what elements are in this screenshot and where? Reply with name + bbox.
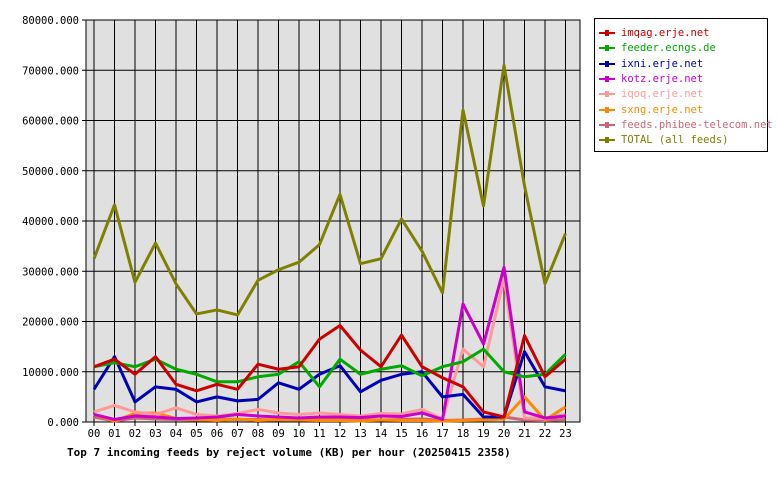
- y-axis: 0.000 10000.000 20000.000 30000.000 40000.00…: [22, 15, 86, 429]
- y-tick-label: 10000.000: [22, 367, 79, 379]
- x-tick-label: 12: [334, 428, 347, 440]
- legend-item: feeds.phibee-telecom.net: [599, 118, 773, 132]
- y-tick-label: 20000.000: [22, 317, 79, 329]
- series-lines: [92, 63, 567, 423]
- legend-label: ixni.erje.net: [621, 57, 704, 70]
- legend-item: feeder.ecngs.de: [599, 41, 716, 55]
- legend-swatch: [599, 75, 615, 82]
- legend-swatch: [599, 30, 615, 36]
- series-line-imqag-erje-net: [93, 324, 567, 419]
- legend-swatch: [599, 60, 615, 67]
- x-tick-label: 10: [293, 428, 306, 440]
- series-line-feeder-ecngs-de: [93, 347, 567, 389]
- legend-label: feeds.phibee-telecom.net: [621, 118, 773, 131]
- y-tick-label: 60000.000: [22, 116, 79, 128]
- legend: imqag.erje.net feeder.ecngs.de ixni.erje.n…: [594, 18, 773, 152]
- x-tick-label: 02: [129, 428, 142, 440]
- x-tick-label: 06: [211, 428, 224, 440]
- legend-label: feeder.ecngs.de: [621, 42, 716, 55]
- x-tick-label: 11: [313, 428, 326, 440]
- legend-swatch: [599, 106, 615, 113]
- series-line-kotz-erje-net: [93, 265, 566, 421]
- legend-item: imqag.erje.net: [599, 26, 710, 40]
- legend-item: TOTAL (all feeds): [599, 133, 728, 147]
- grid-lines: [86, 19, 580, 423]
- x-tick-label: 23: [559, 428, 572, 440]
- x-tick-label: 16: [416, 428, 429, 440]
- legend-swatch: [599, 91, 615, 98]
- legend-label: sxng.erje.net: [621, 103, 704, 116]
- x-tick-label: 15: [395, 428, 408, 440]
- x-tick-label: 13: [354, 428, 367, 440]
- x-tick-label: 07: [231, 428, 244, 440]
- legend-swatch: [599, 137, 615, 144]
- legend-swatch: [599, 45, 615, 52]
- y-tick-label: 50000.000: [22, 166, 79, 178]
- x-tick-label: 05: [190, 428, 203, 440]
- legend-label: imqag.erje.net: [621, 27, 710, 39]
- x-tick-label: 08: [252, 428, 265, 440]
- x-tick-label: 04: [170, 428, 183, 440]
- x-tick-label: 14: [375, 428, 388, 440]
- x-tick-label: 19: [477, 428, 490, 440]
- legend-label: TOTAL (all feeds): [621, 134, 729, 147]
- legend-item: sxng.erje.net: [599, 103, 703, 117]
- chart-title: Top 7 incoming feeds by reject volume (K…: [67, 446, 511, 459]
- x-axis: 00 01 02 03 04 05 06 07 08 09 10 11 12 13 14 15 16 17 18 19…: [88, 422, 572, 440]
- legend-label: kotz.erje.net: [621, 72, 704, 85]
- x-tick-label: 22: [539, 428, 552, 440]
- series-line-ixni-erje-net: [92, 350, 566, 419]
- legend-item: ixni.erje.net: [599, 57, 703, 71]
- legend-swatch: [599, 121, 615, 128]
- y-tick-label: 0.000: [47, 417, 79, 429]
- y-tick-label: 70000.000: [22, 65, 79, 77]
- series-line-total-all-feeds-: [92, 63, 567, 317]
- x-tick-label: 17: [436, 428, 449, 440]
- x-tick-label: 01: [108, 428, 121, 440]
- legend-item: kotz.erje.net: [599, 72, 703, 86]
- x-tick-label: 09: [272, 428, 285, 440]
- x-tick-label: 00: [88, 428, 101, 440]
- x-tick-label: 18: [457, 428, 470, 440]
- y-tick-label: 30000.000: [22, 266, 79, 278]
- y-tick-label: 40000.000: [22, 216, 79, 228]
- y-tick-label: 80000.000: [22, 15, 79, 27]
- legend-label: iqoq.erje.net: [621, 88, 704, 101]
- x-tick-label: 21: [518, 428, 531, 440]
- legend-item: iqoq.erje.net: [599, 87, 703, 101]
- x-tick-label: 20: [498, 428, 511, 440]
- x-tick-label: 03: [149, 428, 162, 440]
